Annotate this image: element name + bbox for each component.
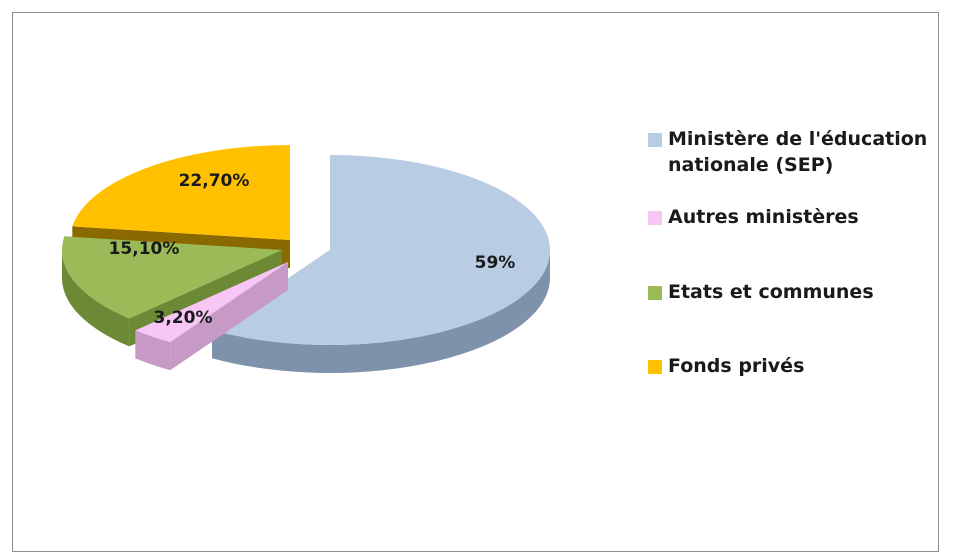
data-label-sep: 59%: [475, 253, 516, 273]
legend-item-etats: Etats et communes: [648, 279, 953, 305]
legend-swatch-sep: [648, 133, 662, 147]
legend-item-autres: Autres ministères: [648, 204, 953, 230]
legend-swatch-etats: [648, 286, 662, 300]
pie-slice-autres: [135, 262, 288, 371]
legend-label-sep: Ministère de l'éducation nationale (SEP): [668, 128, 928, 176]
data-label-fonds: 22,70%: [179, 171, 250, 191]
data-label-autres: 3,20%: [154, 308, 213, 328]
legend-item-fonds: Fonds privés: [648, 353, 953, 379]
pie-slice-sep: [212, 155, 550, 373]
data-label-etats: 15,10%: [109, 239, 180, 259]
pie-chart: 59% 3,20% 15,10% 22,70%: [61, 145, 550, 373]
legend-swatch-autres: [648, 211, 662, 225]
legend-item-sep: Ministère de l'éducation nationale (SEP): [648, 126, 953, 178]
legend-swatch-fonds: [648, 360, 662, 374]
legend-label-fonds: Fonds privés: [668, 355, 805, 377]
legend-label-etats: Etats et communes: [668, 281, 874, 303]
legend-label-autres: Autres ministères: [668, 206, 859, 228]
